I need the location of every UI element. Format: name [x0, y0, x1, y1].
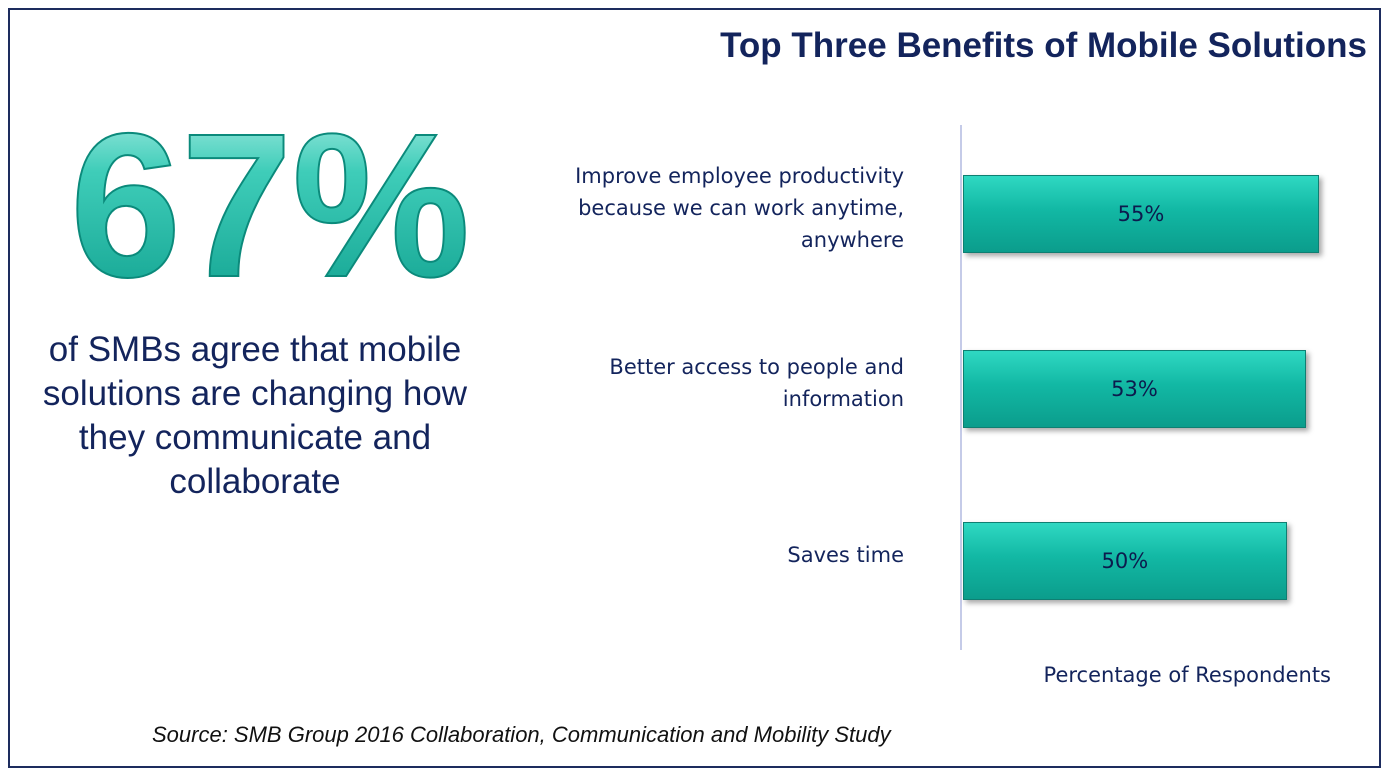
category-axis-line [960, 125, 962, 650]
category-label: Better access to people and information [609, 355, 904, 411]
category-label: Saves time [787, 543, 904, 567]
bar: 50% [963, 522, 1287, 600]
x-axis-title: Percentage of Respondents [1043, 663, 1331, 687]
headline-caption: of SMBs agree that mobile solutions are … [42, 330, 468, 501]
bar: 53% [963, 350, 1307, 428]
chart-title: Top Three Benefits of Mobile Solutions [720, 26, 1367, 65]
bar-value-label: 50% [1101, 549, 1149, 573]
bar-chart: Improve employee productivity because we… [520, 125, 1360, 665]
source-note: Source: SMB Group 2016 Collaboration, Co… [152, 722, 891, 747]
bar: 55% [963, 175, 1319, 253]
headline-stat: 67% [60, 108, 480, 308]
category-label: Improve employee productivity because we… [575, 164, 904, 252]
bar-value-label: 55% [1117, 202, 1165, 226]
bar-value-label: 53% [1111, 377, 1158, 401]
headline-stat-graphic: 67% [69, 108, 471, 308]
headline-stat-text: 67% [70, 108, 470, 308]
